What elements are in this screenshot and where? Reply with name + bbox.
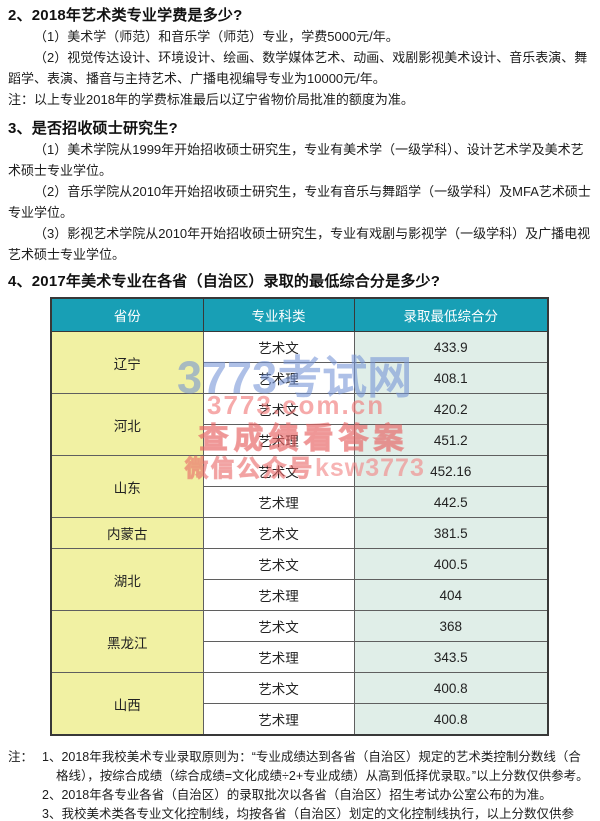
table-row: 内蒙古 艺术文 381.5: [50, 517, 549, 549]
table-row: 艺术理 451.2: [51, 424, 549, 456]
header-province: 省份: [50, 297, 204, 332]
score-cell: 420.2: [353, 393, 549, 425]
category-cell: 艺术理: [202, 486, 355, 518]
header-min-score: 录取最低综合分: [353, 297, 549, 332]
category-cell: 艺术文: [202, 517, 355, 549]
score-cell: 400.8: [353, 672, 549, 704]
province-cell: 黑龙江: [50, 610, 204, 673]
table-row: 艺术理 400.8: [51, 703, 549, 736]
table-row: 辽宁 艺术文 433.9: [50, 331, 549, 394]
category-cell: 艺术理: [202, 579, 355, 611]
question-2-title: 2、2018年艺术类专业学费是多少?: [8, 7, 243, 24]
score-cell: 368: [353, 610, 549, 642]
score-cell: 400.8: [353, 703, 549, 736]
table-row: 湖北 艺术文 400.5: [50, 548, 549, 611]
notes-label: 注：: [8, 750, 34, 764]
score-cell: 452.16: [353, 455, 549, 487]
note-text: 我校美术类各专业文化控制线，均按各省（自治区）划定的文化控制线执行，以上分数仅供…: [61, 807, 574, 821]
province-cell: 内蒙古: [50, 517, 204, 549]
score-cell: 381.5: [353, 517, 549, 549]
note-item-2: 2、2018年各专业各省（自治区）的录取批次以各省（自治区）招生考试办公室公布的…: [42, 786, 592, 805]
table-row: 山西 艺术文 400.8: [50, 672, 549, 736]
category-cell: 艺术文: [202, 393, 355, 425]
category-cell: 艺术理: [202, 641, 355, 673]
q3-answer-3: （3）影视艺术学院从2010年开始招收硕士研究生，专业有戏剧与影视学（一级学科）…: [8, 226, 591, 262]
table-header-row: 省份 专业科类 录取最低综合分: [50, 297, 549, 332]
category-cell: 艺术文: [202, 610, 355, 642]
q2-answer-2: （2）视觉传达设计、环境设计、绘画、数学媒体艺术、动画、戏剧影视美术设计、音乐表…: [8, 50, 588, 86]
category-cell: 艺术理: [202, 362, 355, 394]
category-cell: 艺术理: [202, 703, 355, 736]
question-3-title: 3、是否招收硕士研究生?: [8, 120, 178, 137]
table-row: 艺术理 404: [51, 579, 549, 611]
category-cell: 艺术文: [202, 455, 355, 487]
header-category: 专业科类: [202, 297, 355, 332]
score-cell: 451.2: [353, 424, 549, 456]
table-row: 河北 艺术文 420.2: [50, 393, 549, 456]
note-item-3: 3、我校美术类各专业文化控制线，均按各省（自治区）划定的文化控制线执行，以上分数…: [42, 805, 592, 821]
category-cell: 艺术文: [202, 672, 355, 704]
table-row: 山东 艺术文 452.16: [50, 455, 549, 518]
score-table: 省份 专业科类 录取最低综合分 辽宁 艺术文 433.9 艺术理 408.1 河…: [50, 297, 549, 736]
table-row: 艺术理 408.1: [51, 362, 549, 394]
table-row: 艺术理 343.5: [51, 641, 549, 673]
q2-answer-1: （1）美术学（师范）和音乐学（师范）专业，学费5000元/年。: [34, 29, 399, 44]
score-cell: 408.1: [353, 362, 549, 394]
category-cell: 艺术文: [202, 548, 355, 580]
q3-answer-1: （1）美术学院从1999年开始招收硕士研究生，专业有美术学（一级学科）、设计艺术…: [8, 142, 584, 178]
score-cell: 442.5: [353, 486, 549, 518]
footer-notes: 注： 1、2018年我校美术专业录取原则为：“专业成绩达到各省（自治区）规定的艺…: [8, 748, 592, 821]
province-cell: 湖北: [50, 548, 204, 611]
province-cell: 山西: [50, 672, 204, 736]
province-cell: 辽宁: [50, 331, 204, 394]
score-cell: 433.9: [353, 331, 549, 363]
score-cell: 400.5: [353, 548, 549, 580]
q2-note: 注：以上专业2018年的学费标准最后以辽宁省物价局批准的额度为准。: [8, 92, 414, 107]
table-row: 黑龙江 艺术文 368: [50, 610, 549, 673]
note-number: 2、: [42, 788, 62, 802]
note-item-1: 1、2018年我校美术专业录取原则为：“专业成绩达到各省（自治区）规定的艺术类控…: [42, 748, 592, 786]
score-cell: 404: [353, 579, 549, 611]
province-cell: 山东: [50, 455, 204, 518]
category-cell: 艺术理: [202, 424, 355, 456]
note-number: 1、: [42, 750, 62, 764]
province-cell: 河北: [50, 393, 204, 456]
score-cell: 343.5: [353, 641, 549, 673]
note-text: 2018年各专业各省（自治区）的录取批次以各省（自治区）招生考试办公室公布的为准…: [61, 788, 552, 802]
note-text: 2018年我校美术专业录取原则为：“专业成绩达到各省（自治区）规定的艺术类控制分…: [56, 750, 589, 783]
category-cell: 艺术文: [202, 331, 355, 363]
question-4-title: 4、2017年美术专业在各省（自治区）录取的最低综合分是多少?: [8, 273, 441, 290]
note-number: 3、: [42, 807, 62, 821]
table-row: 艺术理 442.5: [51, 486, 549, 518]
q3-answer-2: （2）音乐学院从2010年开始招收硕士研究生，专业有音乐与舞蹈学（一级学科）及M…: [8, 184, 591, 220]
